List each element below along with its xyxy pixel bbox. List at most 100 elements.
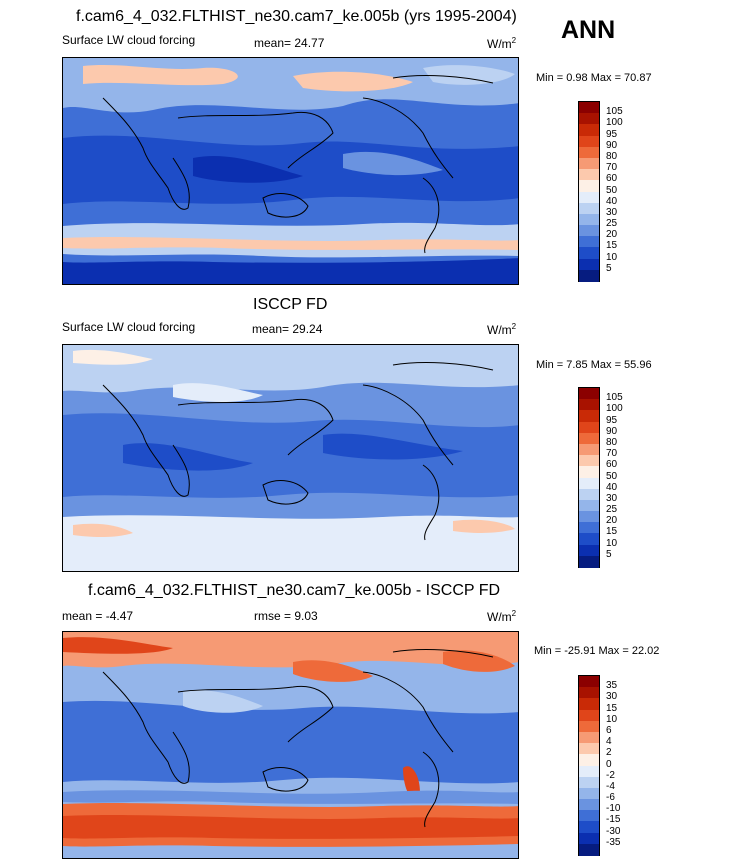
- panel-1-variable-label: Surface LW cloud forcing: [62, 33, 196, 47]
- colorbar-swatch: [579, 113, 599, 125]
- colorbar-tick-label: -6: [606, 792, 615, 804]
- panel-2-units: W/m2: [487, 322, 517, 337]
- colorbar-swatch: [579, 225, 599, 237]
- colorbar-swatch: [579, 720, 599, 733]
- panel-3-title: f.cam6_4_032.FLTHIST_ne30.cam7_ke.005b -…: [88, 582, 501, 599]
- colorbar-tick-label: 15: [606, 702, 618, 714]
- colorbar-swatch: [579, 135, 599, 148]
- colorbar-swatch: [579, 709, 599, 722]
- colorbar-swatch: [579, 410, 599, 423]
- colorbar-tick-label: -15: [606, 814, 621, 826]
- colorbar-tick-label: -30: [606, 825, 621, 837]
- colorbar-tick-label: 70: [606, 448, 618, 460]
- panel-3-colorbar: [578, 675, 600, 856]
- panel-2-map: [62, 344, 519, 572]
- colorbar-tick-label: 30: [606, 691, 618, 703]
- colorbar-swatch: [579, 477, 599, 490]
- colorbar-tick-label: 6: [606, 724, 612, 736]
- colorbar-tick-label: 35: [606, 680, 618, 692]
- colorbar-tick-label: 5: [606, 262, 612, 274]
- colorbar-tick-label: 90: [606, 425, 618, 437]
- panel-1-colorbar: [578, 101, 600, 282]
- colorbar-tick-label: 4: [606, 736, 612, 748]
- panel-1-title: f.cam6_4_032.FLTHIST_ne30.cam7_ke.005b (…: [76, 8, 517, 25]
- panel-1-minmax: Min = 0.98 Max = 70.87: [536, 72, 652, 84]
- colorbar-tick-label: 60: [606, 459, 618, 471]
- colorbar-swatch: [579, 146, 599, 159]
- panel-3-rmse: rmse = 9.03: [254, 609, 318, 623]
- colorbar-swatch: [579, 555, 599, 568]
- colorbar-tick-label: 15: [606, 240, 618, 252]
- colorbar-swatch: [579, 247, 599, 260]
- colorbar-tick-label: 50: [606, 470, 618, 482]
- colorbar-swatch: [579, 522, 599, 534]
- colorbar-tick-label: 25: [606, 504, 618, 516]
- colorbar-swatch: [579, 269, 599, 282]
- colorbar-swatch: [579, 743, 599, 755]
- colorbar-swatch: [579, 488, 599, 501]
- colorbar-tick-label: -35: [606, 836, 621, 848]
- colorbar-tick-label: 20: [606, 515, 618, 527]
- colorbar-tick-label: 80: [606, 150, 618, 162]
- panel-3-mean: mean = -4.47: [62, 609, 134, 623]
- panel-2-mean: mean= 29.24: [252, 322, 323, 336]
- colorbar-swatch: [579, 180, 599, 192]
- colorbar-swatch: [579, 799, 599, 811]
- colorbar-swatch: [579, 421, 599, 434]
- colorbar-tick-label: 60: [606, 173, 618, 185]
- colorbar-tick-label: 95: [606, 128, 618, 140]
- panel-2-colorbar: [578, 387, 600, 568]
- colorbar-swatch: [579, 698, 599, 711]
- colorbar-swatch: [579, 676, 599, 688]
- colorbar-swatch: [579, 169, 599, 181]
- panel-2-minmax: Min = 7.85 Max = 55.96: [536, 359, 652, 371]
- panel-2-map-svg: [63, 345, 518, 571]
- colorbar-tick-label: 105: [606, 392, 623, 404]
- colorbar-tick-label: -2: [606, 769, 615, 781]
- colorbar-swatch: [579, 731, 599, 744]
- colorbar-swatch: [579, 533, 599, 546]
- colorbar-tick-label: 2: [606, 747, 612, 759]
- colorbar-swatch: [579, 191, 599, 204]
- colorbar-tick-label: 10: [606, 537, 618, 549]
- colorbar-swatch: [579, 765, 599, 778]
- colorbar-tick-label: 80: [606, 436, 618, 448]
- colorbar-tick-label: 25: [606, 218, 618, 230]
- panel-3-map-svg: [63, 632, 518, 858]
- colorbar-swatch: [579, 213, 599, 226]
- colorbar-swatch: [579, 432, 599, 445]
- colorbar-tick-label: 40: [606, 195, 618, 207]
- colorbar-swatch: [579, 466, 599, 478]
- panel-1-map: [62, 57, 519, 285]
- colorbar-tick-label: 10: [606, 713, 618, 725]
- colorbar-swatch: [579, 202, 599, 215]
- colorbar-swatch: [579, 687, 599, 699]
- colorbar-swatch: [579, 443, 599, 456]
- colorbar-swatch: [579, 511, 599, 523]
- colorbar-tick-label: -4: [606, 780, 615, 792]
- panel-2-title: ISCCP FD: [253, 296, 328, 313]
- panel-3-units: W/m2: [487, 609, 517, 624]
- colorbar-tick-label: 0: [606, 758, 612, 770]
- season-label: ANN: [561, 16, 616, 44]
- colorbar-swatch: [579, 124, 599, 137]
- colorbar-swatch: [579, 787, 599, 800]
- colorbar-tick-label: 100: [606, 117, 623, 129]
- colorbar-tick-label: 15: [606, 526, 618, 538]
- colorbar-swatch: [579, 102, 599, 114]
- colorbar-swatch: [579, 258, 599, 271]
- colorbar-swatch: [579, 821, 599, 834]
- colorbar-swatch: [579, 388, 599, 400]
- colorbar-swatch: [579, 236, 599, 248]
- colorbar-tick-label: 20: [606, 229, 618, 241]
- panel-3-minmax: Min = -25.91 Max = 22.02: [534, 645, 660, 657]
- colorbar-swatch: [579, 810, 599, 822]
- colorbar-tick-label: -10: [606, 803, 621, 815]
- colorbar-swatch: [579, 399, 599, 411]
- colorbar-tick-label: 5: [606, 548, 612, 560]
- panel-1-map-svg: [63, 58, 518, 284]
- colorbar-swatch: [579, 455, 599, 467]
- colorbar-swatch: [579, 832, 599, 845]
- panel-2-variable-label: Surface LW cloud forcing: [62, 320, 196, 334]
- colorbar-swatch: [579, 776, 599, 789]
